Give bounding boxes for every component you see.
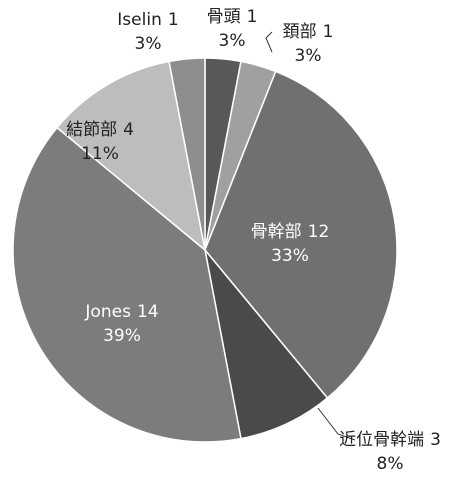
percent-label: 33% — [271, 246, 309, 266]
percent-label: 3% — [135, 34, 162, 54]
percent-label: 8% — [377, 454, 404, 474]
slice-label: Jones 14 — [84, 302, 158, 322]
category-name: Iselin — [117, 10, 162, 30]
category-name: 頚部 — [283, 22, 317, 42]
slice-label: 骨頭 1 — [207, 7, 258, 27]
pie-slice — [204, 249, 329, 440]
category-name: 骨頭 — [207, 7, 241, 27]
count: 1 — [323, 22, 334, 42]
slice-label: 骨幹部 12 — [251, 221, 330, 242]
percent-label: 11% — [81, 144, 119, 164]
pie-slice — [56, 60, 207, 252]
percent-label: 3% — [295, 46, 322, 66]
count: 4 — [123, 120, 134, 140]
category-name: 近位骨幹端 — [339, 429, 424, 450]
pie-slice — [168, 57, 206, 251]
category-name: 結節部 — [66, 120, 117, 140]
leader-line — [317, 407, 356, 441]
count: 14 — [137, 302, 159, 322]
pie-slice — [12, 126, 242, 443]
slice-label: Iselin 1 — [117, 10, 178, 30]
slice-label: 頚部 1 — [283, 22, 334, 42]
leader-line — [265, 31, 273, 53]
category-name: Jones — [84, 302, 131, 322]
count: 1 — [168, 10, 179, 30]
slice-label: 近位骨幹端 3 — [339, 429, 441, 450]
pie-slice — [204, 70, 398, 399]
count: 3 — [430, 430, 441, 450]
percent-label: 3% — [219, 31, 246, 51]
percent-label: 39% — [103, 326, 141, 346]
category-name: 骨幹部 — [251, 221, 302, 242]
count: 12 — [308, 222, 330, 242]
slice-label: 結節部 4 — [66, 120, 134, 140]
count: 1 — [247, 7, 258, 27]
